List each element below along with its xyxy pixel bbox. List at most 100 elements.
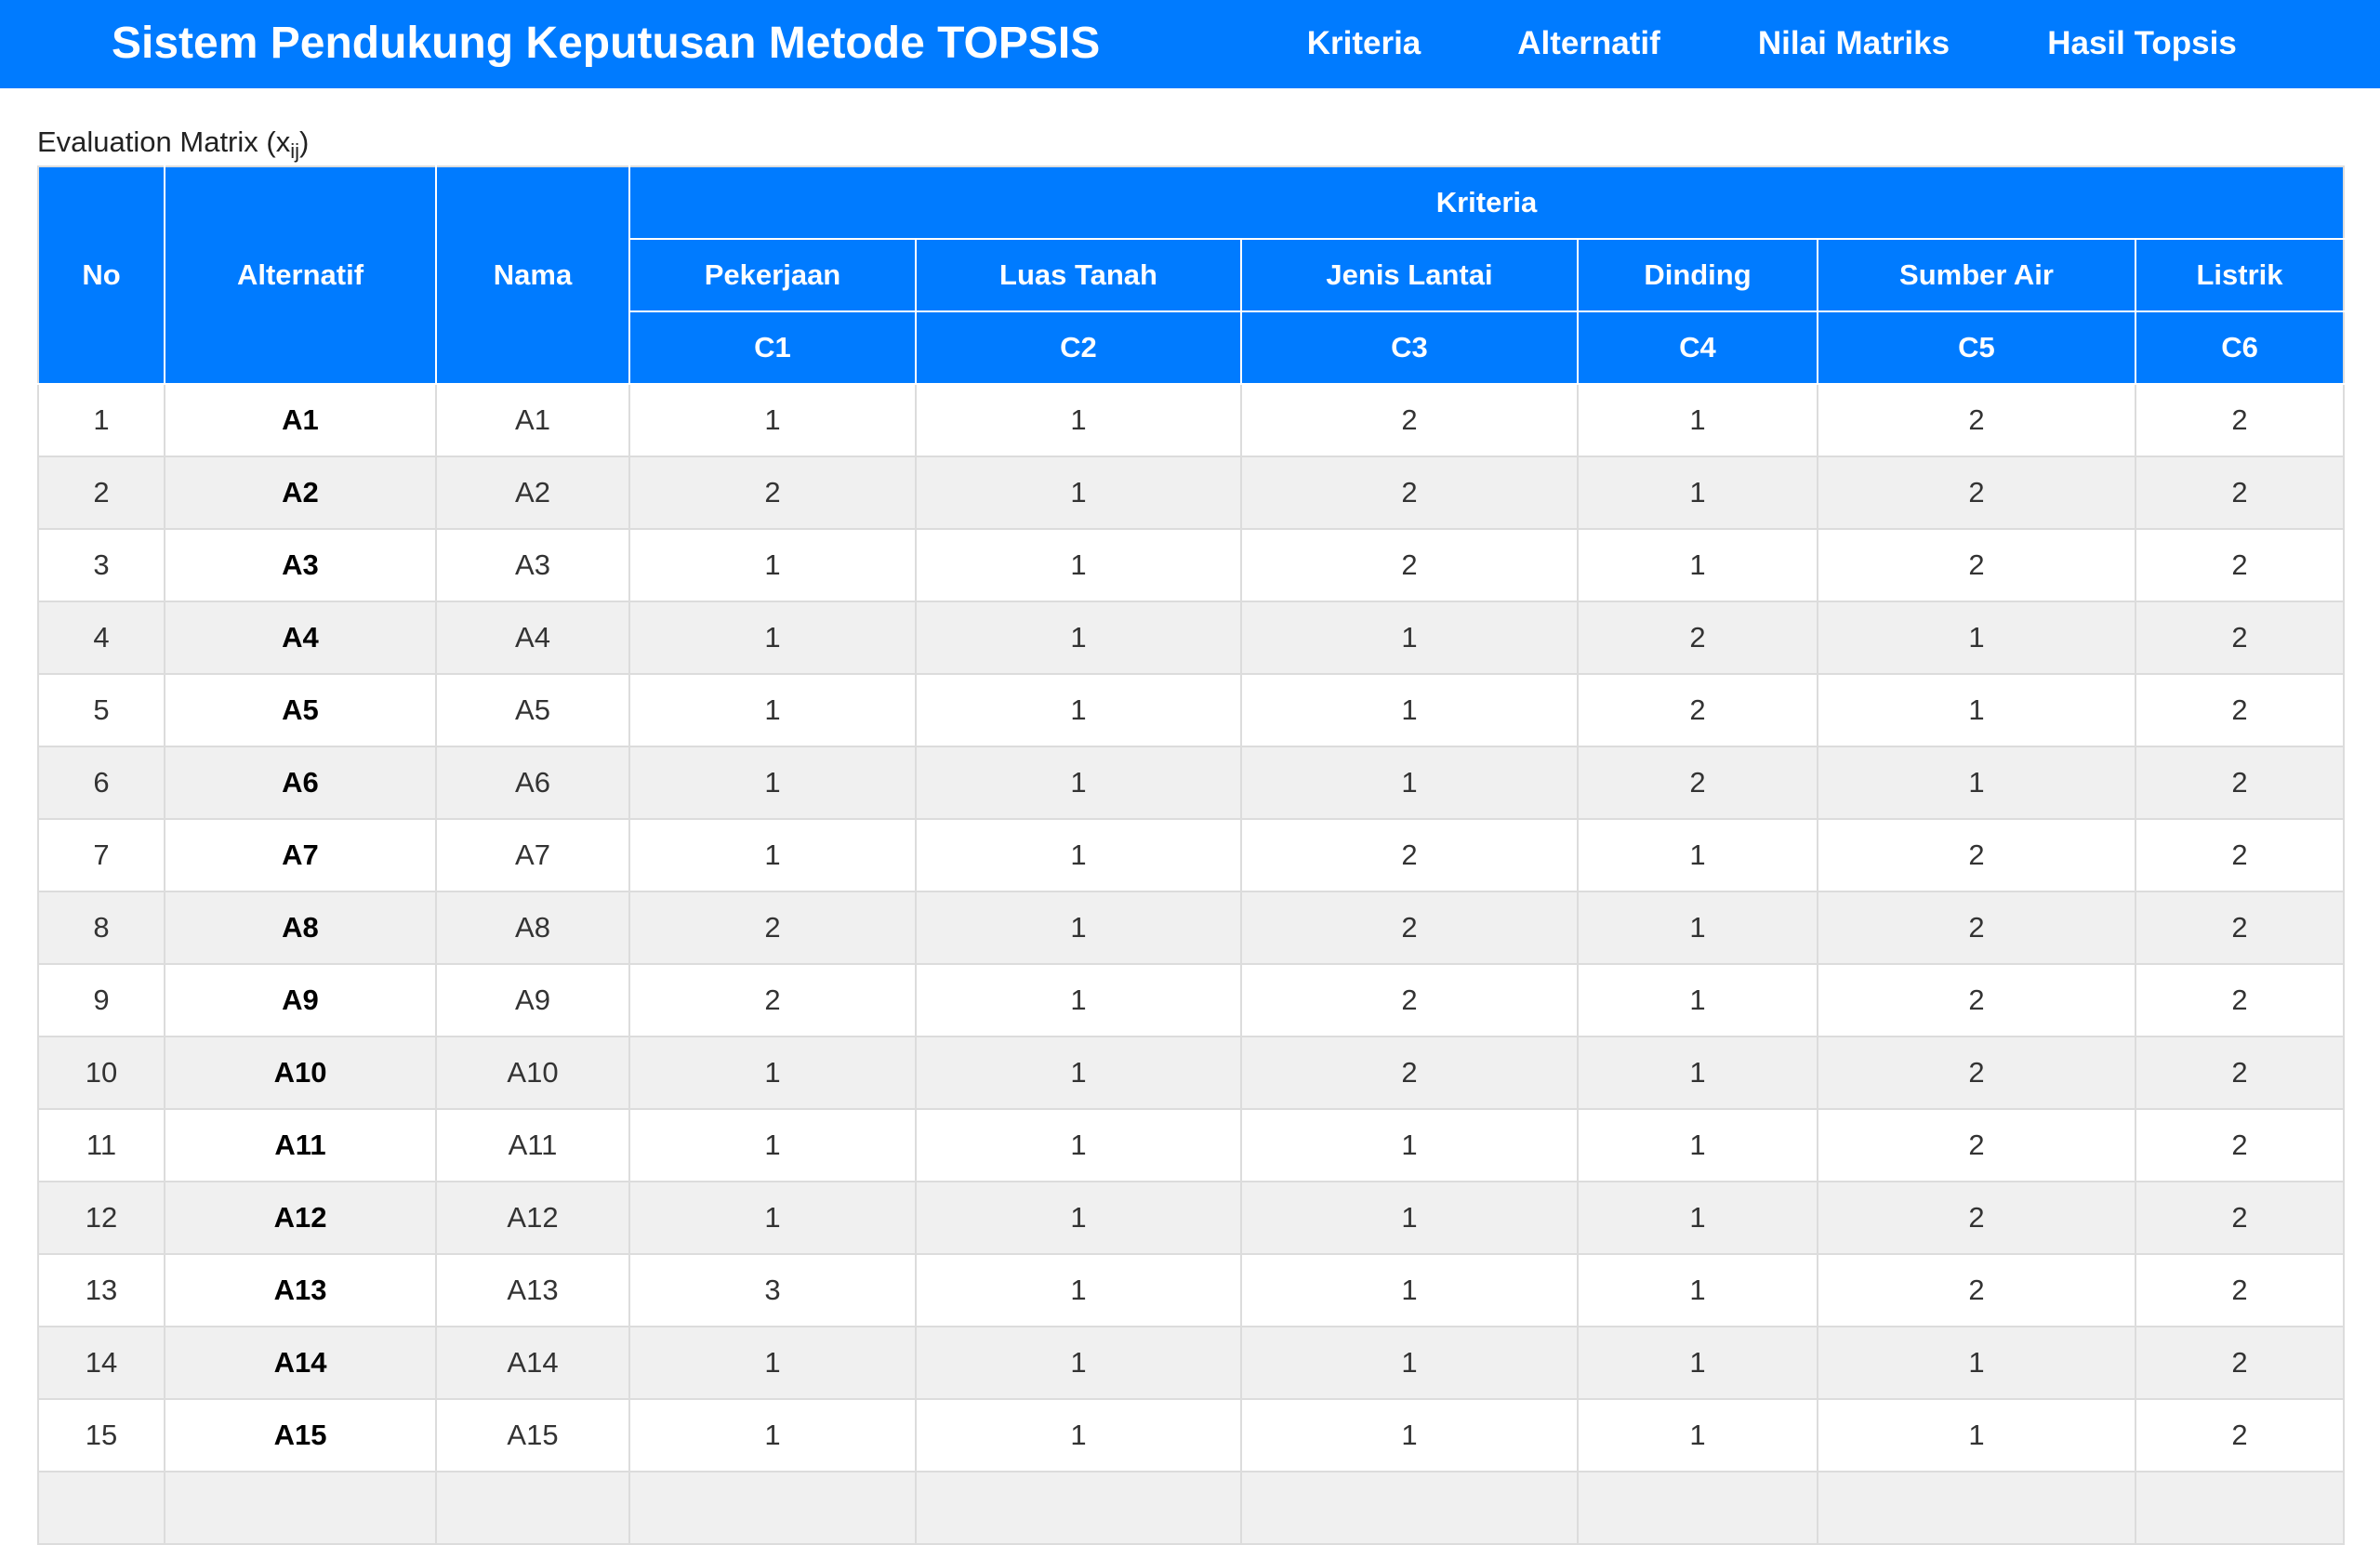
cell-nama: A9: [435, 963, 630, 1037]
cell-value-c4: 1: [1577, 1398, 1818, 1472]
cell-nama: A1: [435, 383, 630, 457]
cell-value-c4: 1: [1577, 1108, 1818, 1182]
nav-kriteria[interactable]: Kriteria: [1306, 25, 1421, 61]
cell-alternatif: A9: [164, 963, 437, 1037]
cell-value-c6: 2: [2134, 746, 2346, 820]
cell-value-c5: 1: [1817, 1398, 2136, 1472]
cell-value-c5: 2: [1817, 383, 2136, 457]
nav-hasil-topsis[interactable]: Hasil Topsis: [2047, 25, 2237, 61]
cell-value-c5: [1817, 1471, 2136, 1545]
cell-value-c6: 2: [2134, 1181, 2346, 1255]
table-row: 6 A6 A6 1 1 1 2 1 2: [37, 746, 2346, 820]
cell-no: 10: [37, 1036, 165, 1110]
cell-value-c3: 1: [1240, 1253, 1579, 1327]
cell-value-c6: 2: [2134, 1108, 2346, 1182]
cell-nama: A3: [435, 528, 630, 602]
cell-nama: A2: [435, 456, 630, 530]
cell-value-c4: 1: [1577, 891, 1818, 965]
cell-value-c4: 2: [1577, 601, 1818, 675]
cell-value-c6: 2: [2134, 1398, 2346, 1472]
cell-value-c2: 1: [915, 746, 1242, 820]
cell-value-c6: 2: [2134, 963, 2346, 1037]
header-criteria-name: Jenis Lantai: [1240, 238, 1579, 312]
cell-alternatif: A12: [164, 1181, 437, 1255]
table-row: 5 A5 A5 1 1 1 2 1 2: [37, 673, 2346, 747]
table-row: 12 A12 A12 1 1 1 1 2 2: [37, 1181, 2346, 1255]
header-criteria-name: Dinding: [1577, 238, 1818, 312]
cell-value-c2: 1: [915, 963, 1242, 1037]
cell-value-c4: [1577, 1471, 1818, 1545]
cell-value-c3: 2: [1240, 456, 1579, 530]
cell-value-c2: 1: [915, 1181, 1242, 1255]
header-nama: Nama: [435, 165, 630, 385]
cell-value-c3: 1: [1240, 1398, 1579, 1472]
cell-alternatif: A4: [164, 601, 437, 675]
app-title[interactable]: Sistem Pendukung Keputusan Metode TOPSIS: [112, 19, 1101, 68]
cell-no: 15: [37, 1398, 165, 1472]
cell-value-c1: 1: [628, 1181, 917, 1255]
caption-text: Evaluation Matrix (x: [37, 125, 291, 158]
cell-value-c4: 1: [1577, 963, 1818, 1037]
cell-value-c2: 1: [915, 673, 1242, 747]
table-row: [37, 1471, 2346, 1545]
cell-value-c5: 2: [1817, 1253, 2136, 1327]
cell-nama: A4: [435, 601, 630, 675]
nav-nilai-matriks[interactable]: Nilai Matriks: [1757, 25, 1950, 61]
cell-value-c4: 1: [1577, 1036, 1818, 1110]
cell-value-c1: 1: [628, 818, 917, 892]
cell-alternatif: A15: [164, 1398, 437, 1472]
cell-no: 9: [37, 963, 165, 1037]
cell-nama: A15: [435, 1398, 630, 1472]
cell-value-c5: 2: [1817, 1036, 2136, 1110]
cell-value-c1: 1: [628, 1108, 917, 1182]
cell-value-c2: 1: [915, 1326, 1242, 1400]
table-row: 2 A2 A2 2 1 2 1 2 2: [37, 456, 2346, 530]
cell-value-c1: [628, 1471, 917, 1545]
cell-value-c1: 1: [628, 1326, 917, 1400]
cell-value-c4: 2: [1577, 673, 1818, 747]
cell-no: 2: [37, 456, 165, 530]
cell-value-c2: [915, 1471, 1242, 1545]
cell-alternatif: A10: [164, 1036, 437, 1110]
cell-value-c6: 2: [2134, 891, 2346, 965]
table-row: 9 A9 A9 2 1 2 1 2 2: [37, 963, 2346, 1037]
cell-value-c5: 2: [1817, 891, 2136, 965]
cell-value-c5: 2: [1817, 1181, 2136, 1255]
cell-value-c4: 1: [1577, 1253, 1818, 1327]
cell-value-c5: 1: [1817, 1326, 2136, 1400]
cell-no: 13: [37, 1253, 165, 1327]
cell-value-c3: 1: [1240, 1326, 1579, 1400]
cell-no: [37, 1471, 165, 1545]
cell-nama: A6: [435, 746, 630, 820]
header-alternatif: Alternatif: [164, 165, 437, 385]
table-body: 1 A1 A1 1 1 2 1 2 2 2 A2 A2 2 1 2 1 2 2 3 A3 A3 1 1 2 1 2 2 4 A4 A4 1 1…: [37, 383, 2346, 1545]
cell-nama: A5: [435, 673, 630, 747]
cell-value-c5: 1: [1817, 601, 2136, 675]
header-criteria-code: C3: [1240, 310, 1579, 385]
cell-alternatif: [164, 1471, 437, 1545]
header-no: No: [37, 165, 165, 385]
cell-value-c2: 1: [915, 601, 1242, 675]
cell-nama: A8: [435, 891, 630, 965]
cell-value-c2: 1: [915, 528, 1242, 602]
cell-value-c4: 1: [1577, 383, 1818, 457]
cell-alternatif: A3: [164, 528, 437, 602]
cell-value-c1: 1: [628, 601, 917, 675]
cell-value-c5: 1: [1817, 746, 2136, 820]
cell-alternatif: A11: [164, 1108, 437, 1182]
nav-alternatif[interactable]: Alternatif: [1517, 25, 1660, 61]
table-row: 7 A7 A7 1 1 2 1 2 2: [37, 818, 2346, 892]
cell-no: 8: [37, 891, 165, 965]
caption-subscript: ij: [290, 139, 299, 164]
cell-no: 7: [37, 818, 165, 892]
cell-alternatif: A8: [164, 891, 437, 965]
cell-value-c1: 3: [628, 1253, 917, 1327]
cell-value-c5: 2: [1817, 818, 2136, 892]
cell-alternatif: A14: [164, 1326, 437, 1400]
header-criteria-code: C4: [1577, 310, 1818, 385]
cell-value-c6: 2: [2134, 1326, 2346, 1400]
cell-value-c2: 1: [915, 456, 1242, 530]
cell-value-c2: 1: [915, 818, 1242, 892]
table-row: 11 A11 A11 1 1 1 1 2 2: [37, 1108, 2346, 1182]
cell-value-c1: 1: [628, 1036, 917, 1110]
